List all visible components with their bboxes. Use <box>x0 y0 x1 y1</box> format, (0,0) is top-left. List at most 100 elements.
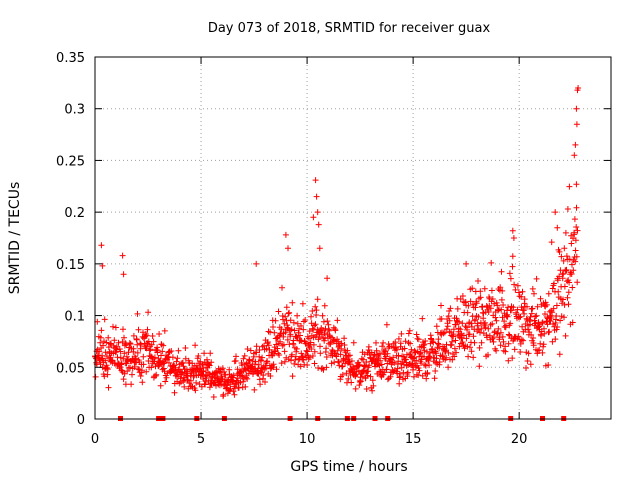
data-point <box>472 304 479 311</box>
data-point <box>515 289 522 296</box>
data-point <box>566 183 573 190</box>
data-point <box>222 372 229 378</box>
data-point <box>199 371 206 378</box>
data-point <box>465 353 472 360</box>
data-point <box>352 385 359 392</box>
x-tick-label: 20 <box>511 432 528 447</box>
data-point <box>316 245 323 252</box>
data-point <box>344 347 351 354</box>
data-point <box>517 313 524 320</box>
data-point <box>123 353 130 360</box>
data-point <box>498 296 505 303</box>
data-point <box>528 310 535 317</box>
data-point <box>172 364 179 371</box>
data-point <box>554 324 561 330</box>
data-point <box>98 327 105 334</box>
data-point <box>572 247 579 254</box>
data-point <box>370 382 377 389</box>
data-point <box>512 286 519 293</box>
data-point <box>518 336 525 343</box>
data-point <box>505 357 512 364</box>
data-point <box>317 343 323 350</box>
data-point <box>124 368 131 375</box>
data-point <box>358 355 365 362</box>
data-point <box>518 293 525 300</box>
data-point <box>369 377 376 384</box>
data-point <box>569 261 575 268</box>
data-point <box>380 339 387 346</box>
data-point <box>511 281 518 288</box>
data-point <box>420 342 427 349</box>
data-point <box>283 304 290 311</box>
data-point <box>100 342 106 349</box>
data-point <box>459 339 466 346</box>
data-point <box>293 333 300 340</box>
data-point <box>158 341 165 348</box>
data-point <box>365 343 372 350</box>
data-point <box>545 362 552 368</box>
data-point <box>499 314 506 321</box>
data-point <box>153 371 160 378</box>
data-point <box>534 303 541 310</box>
data-point <box>207 350 214 357</box>
data-point <box>422 362 429 369</box>
data-point <box>527 361 534 368</box>
data-point <box>519 323 526 330</box>
data-point <box>529 285 536 292</box>
data-point <box>552 336 559 343</box>
data-point <box>221 368 228 375</box>
x-axis-label: GPS time / hours <box>290 459 407 475</box>
data-point <box>489 296 496 302</box>
data-point <box>565 301 572 308</box>
data-point <box>560 270 567 277</box>
data-point <box>264 358 271 365</box>
data-point <box>285 310 292 317</box>
data-point <box>179 359 186 366</box>
data-point <box>477 288 484 295</box>
data-point <box>145 309 152 316</box>
data-point <box>185 377 191 383</box>
data-point <box>405 330 412 337</box>
data-point <box>509 227 516 234</box>
data-point <box>565 289 572 296</box>
data-point <box>566 256 573 263</box>
data-point <box>563 266 570 273</box>
data-point <box>128 381 135 388</box>
data-point <box>332 327 339 334</box>
data-point <box>549 285 556 292</box>
data-point <box>515 333 522 340</box>
data-point <box>481 285 488 292</box>
data-point <box>534 350 541 357</box>
data-point <box>463 335 470 342</box>
data-point <box>150 338 157 345</box>
data-point <box>398 330 405 337</box>
data-point <box>424 369 431 376</box>
data-point <box>502 343 509 350</box>
data-point <box>426 362 433 369</box>
data-point <box>546 328 553 335</box>
data-point <box>421 341 428 348</box>
data-point <box>140 361 147 368</box>
data-point <box>568 240 575 247</box>
data-point <box>366 362 373 369</box>
data-point <box>131 363 138 370</box>
data-point <box>120 326 126 333</box>
data-point <box>309 325 316 332</box>
data-point <box>127 364 134 371</box>
data-point <box>461 299 468 306</box>
data-point <box>505 340 512 347</box>
data-point <box>272 317 279 324</box>
data-point <box>346 352 353 359</box>
data-point <box>407 340 414 347</box>
data-point <box>122 381 129 388</box>
data-point <box>560 296 566 303</box>
data-point <box>363 359 370 365</box>
data-point <box>500 302 507 308</box>
data-point <box>556 248 563 255</box>
data-point <box>192 342 199 349</box>
data-point <box>415 372 422 379</box>
data-point <box>298 350 305 357</box>
data-point <box>561 314 567 321</box>
data-point <box>130 345 137 352</box>
